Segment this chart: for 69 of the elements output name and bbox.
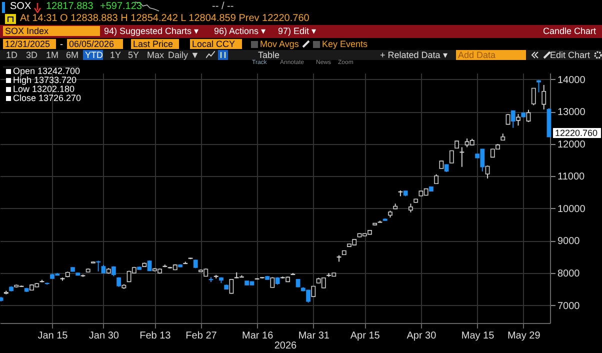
- candlestick: [542, 84, 546, 110]
- text: 1Y: [110, 50, 122, 60]
- text: SOX: [10, 1, 32, 12]
- annotation: High 13733.720: [13, 75, 77, 85]
- y-tick-label: 12000: [558, 139, 586, 150]
- annotation: Close 13726.270: [13, 93, 82, 103]
- text: Add Data: [456, 50, 526, 60]
- text: 5Y: [128, 50, 140, 60]
- text: 1M: [46, 50, 59, 60]
- y-tick-label: 8000: [558, 268, 580, 280]
- text: Edit Chart: [550, 50, 590, 60]
- candlestick: [460, 146, 464, 168]
- text: Key Events: [322, 39, 368, 49]
- text: 12/31/2025: [3, 39, 56, 49]
- candlestick: [516, 113, 520, 126]
- text: 1D: [6, 50, 18, 60]
- text: Last Price: [131, 39, 179, 49]
- text: YTD: [83, 50, 103, 60]
- text: Local CCY: [190, 39, 242, 49]
- candlestick: [510, 110, 516, 128]
- text: 3D: [26, 50, 38, 60]
- candlestick: [434, 174, 439, 184]
- x-tick-label: Apr 30: [406, 330, 437, 342]
- text: 96) Actions ▾: [214, 26, 266, 36]
- candlestick: [536, 80, 541, 93]
- text: -- / --: [212, 1, 234, 12]
- text: 6M: [66, 50, 79, 60]
- text: Daily ▼: [168, 50, 200, 60]
- text: 97) Edit ▾: [278, 26, 317, 36]
- text: + Related Data ▾: [380, 50, 448, 60]
- y-tick-label: 14000: [558, 74, 586, 86]
- candlestick: [96, 260, 101, 272]
- x-tick-label: May 15: [461, 330, 495, 342]
- x-tick-label: May 29: [507, 330, 541, 342]
- x-axis-title: 2026: [274, 340, 298, 352]
- text: Mov Avgs: [260, 39, 299, 49]
- annotation: Low 13202.180: [13, 84, 75, 94]
- text: At 14:31 O 12838.883 H 12854.242 L 12804.859 Prev 12220.760: [20, 13, 310, 24]
- text: +597.123: [100, 1, 142, 12]
- annotation: Open 13242.700: [13, 66, 80, 76]
- x-tick-label: Apr 15: [350, 330, 380, 342]
- text: 12220.760: [553, 128, 601, 138]
- y-tick-label: 9000: [558, 236, 580, 248]
- candlestick: [270, 276, 275, 288]
- text: 12817.883: [46, 1, 94, 12]
- text: Candle Chart: [542, 26, 596, 36]
- candlestick: [485, 165, 490, 179]
- candlestick: [449, 150, 454, 164]
- y-tick-label: 11000: [558, 172, 586, 183]
- candlestick: [111, 266, 116, 277]
- candlestick: [531, 88, 536, 106]
- candlestick: [229, 278, 234, 294]
- y-tick-label: 10000: [558, 204, 586, 215]
- text: -: [60, 39, 63, 49]
- text: 06/05/2026: [67, 39, 123, 49]
- x-tick-label: Mar 16: [242, 330, 274, 342]
- x-tick-label: Feb 27: [186, 330, 218, 342]
- y-tick-label: 13000: [558, 107, 586, 118]
- y-tick-label: 7000: [558, 300, 580, 312]
- text: Max: [147, 50, 164, 60]
- candlestick: [526, 109, 531, 123]
- candlestick: [116, 276, 122, 288]
- x-tick-label: Jan 30: [88, 330, 120, 342]
- text: 94) Suggested Charts ▾: [104, 26, 200, 36]
- x-tick-label: Mar 31: [298, 330, 330, 342]
- x-tick-label: Jan 15: [38, 330, 68, 342]
- text: Table: [258, 50, 280, 60]
- x-tick-label: Feb 13: [140, 330, 172, 342]
- text: SOX Index: [3, 26, 100, 36]
